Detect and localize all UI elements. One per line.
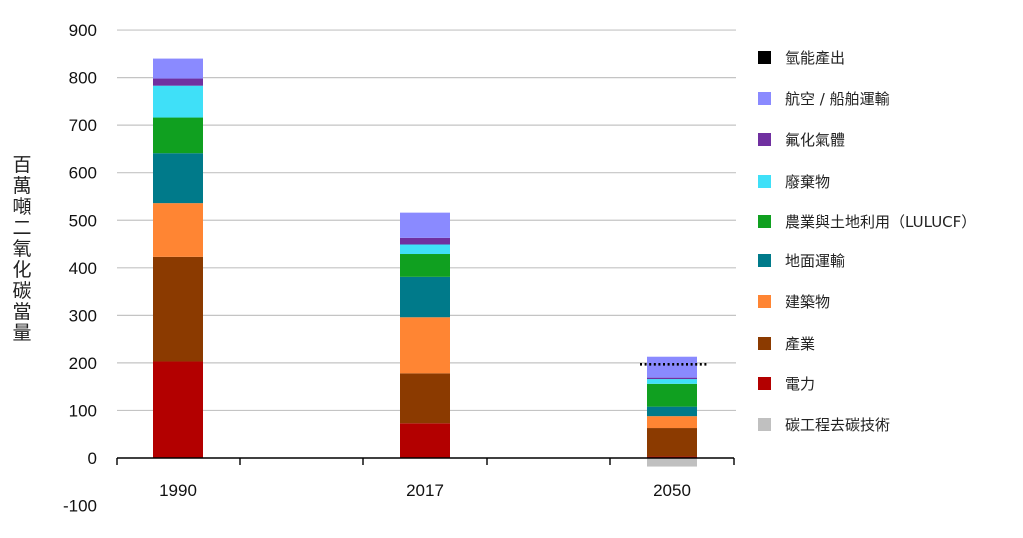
bar-segment (647, 406, 697, 417)
bar-segment (153, 85, 203, 118)
bar-segment (647, 356, 697, 378)
bar-segment (647, 428, 697, 457)
bar-segment (153, 153, 203, 204)
legend-item: 農業與土地利用（LULUCF） (758, 209, 976, 233)
y-tick-label: -100 (63, 497, 97, 516)
legend-item: 地面運輸 (758, 248, 845, 272)
x-tick-label: 2017 (406, 481, 444, 500)
legend-label: 氫能產出 (785, 48, 846, 67)
bar-segment (400, 423, 450, 458)
y-tick-label: 500 (69, 211, 97, 230)
legend-label: 廢棄物 (785, 172, 831, 191)
bar-segment (400, 237, 450, 245)
legend-item: 氟化氣體 (758, 127, 845, 151)
legend-label: 碳工程去碳技術 (785, 415, 891, 434)
legend-swatch (758, 50, 771, 64)
bar-segment (153, 361, 203, 458)
y-tick-label: 0 (88, 449, 97, 468)
bar-segment (153, 117, 203, 154)
bar-segment (647, 383, 697, 407)
legend-label: 地面運輸 (785, 251, 846, 270)
legend-item: 廢棄物 (758, 169, 830, 193)
bar-segment (153, 203, 203, 257)
legend-swatch (758, 174, 771, 188)
legend-label: 建築物 (785, 292, 831, 311)
bar-segment (647, 458, 697, 467)
legend-item: 碳工程去碳技術 (758, 412, 890, 436)
x-tick-label: 1990 (159, 481, 197, 500)
legend-swatch (758, 91, 771, 105)
legend-label: 農業與土地利用（LULUCF） (785, 212, 977, 231)
bar-segment (153, 256, 203, 362)
y-tick-label: 300 (69, 306, 97, 325)
legend-item: 建築物 (758, 289, 830, 313)
legend-label: 產業 (785, 334, 816, 353)
bar-segment (400, 254, 450, 277)
bar-segment (400, 276, 450, 318)
bar-segment (400, 212, 450, 238)
y-tick-label: 600 (69, 164, 97, 183)
bar-segment (647, 379, 697, 384)
y-tick-label: 800 (69, 69, 97, 88)
y-tick-label: 200 (69, 354, 97, 373)
bar-segment (400, 373, 450, 424)
legend-swatch (758, 253, 771, 267)
legend-label: 氟化氣體 (785, 130, 846, 149)
bar-segment (647, 416, 697, 429)
legend-swatch (758, 336, 771, 350)
legend-item: 氫能產出 (758, 45, 845, 69)
legend-swatch (758, 376, 771, 390)
legend-item: 航空 / 船舶運輸 (758, 86, 890, 110)
legend-label: 航空 / 船舶運輸 (785, 89, 890, 108)
y-tick-label: 700 (69, 116, 97, 135)
y-tick-label: 400 (69, 259, 97, 278)
bar-segment (153, 58, 203, 79)
bar-segment (400, 317, 450, 374)
legend-swatch (758, 132, 771, 146)
legend-item: 產業 (758, 331, 815, 355)
legend-swatch (758, 294, 771, 308)
y-tick-label: 900 (69, 21, 97, 40)
x-tick-label: 2050 (653, 481, 691, 500)
bar-segment (153, 78, 203, 86)
legend-swatch (758, 417, 771, 431)
legend-item: 電力 (758, 371, 815, 395)
legend-label: 電力 (785, 374, 816, 393)
y-axis-label: 百萬噸二氧化碳當量 (12, 154, 32, 344)
y-tick-label: 100 (69, 401, 97, 420)
bar-segment (647, 377, 697, 380)
legend-swatch (758, 214, 771, 228)
bar-segment (400, 244, 450, 255)
